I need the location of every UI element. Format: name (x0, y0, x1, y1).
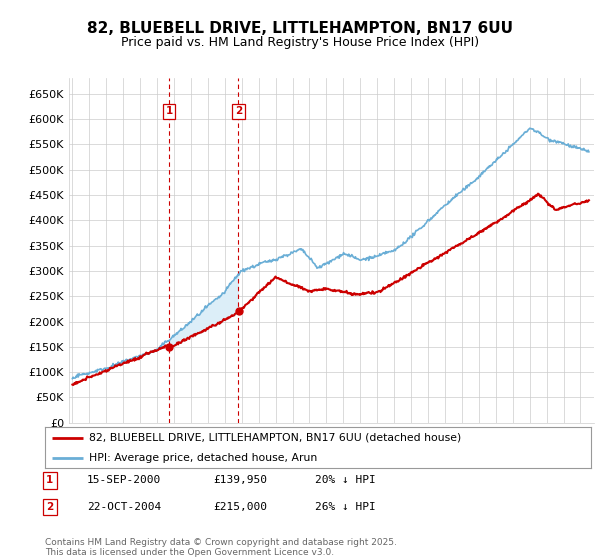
Text: Contains HM Land Registry data © Crown copyright and database right 2025.
This d: Contains HM Land Registry data © Crown c… (45, 538, 397, 557)
Text: HPI: Average price, detached house, Arun: HPI: Average price, detached house, Arun (89, 453, 317, 463)
Text: 2: 2 (46, 502, 53, 512)
Text: 22-OCT-2004: 22-OCT-2004 (87, 502, 161, 512)
Text: 26% ↓ HPI: 26% ↓ HPI (315, 502, 376, 512)
Text: Price paid vs. HM Land Registry's House Price Index (HPI): Price paid vs. HM Land Registry's House … (121, 36, 479, 49)
Text: 1: 1 (46, 475, 53, 486)
Text: 15-SEP-2000: 15-SEP-2000 (87, 475, 161, 486)
Text: 20% ↓ HPI: 20% ↓ HPI (315, 475, 376, 486)
Text: £139,950: £139,950 (213, 475, 267, 486)
Text: 82, BLUEBELL DRIVE, LITTLEHAMPTON, BN17 6UU: 82, BLUEBELL DRIVE, LITTLEHAMPTON, BN17 … (87, 21, 513, 36)
Text: 1: 1 (166, 106, 173, 116)
Text: £215,000: £215,000 (213, 502, 267, 512)
Text: 2: 2 (235, 106, 242, 116)
Text: 82, BLUEBELL DRIVE, LITTLEHAMPTON, BN17 6UU (detached house): 82, BLUEBELL DRIVE, LITTLEHAMPTON, BN17 … (89, 433, 461, 443)
